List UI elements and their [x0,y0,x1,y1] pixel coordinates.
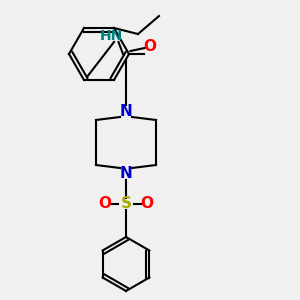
Text: N: N [120,103,132,118]
Text: N: N [120,167,132,182]
Text: O: O [98,196,112,211]
Text: O: O [143,39,157,54]
Text: HN: HN [99,29,123,43]
Text: O: O [140,196,154,211]
Text: S: S [121,196,131,211]
